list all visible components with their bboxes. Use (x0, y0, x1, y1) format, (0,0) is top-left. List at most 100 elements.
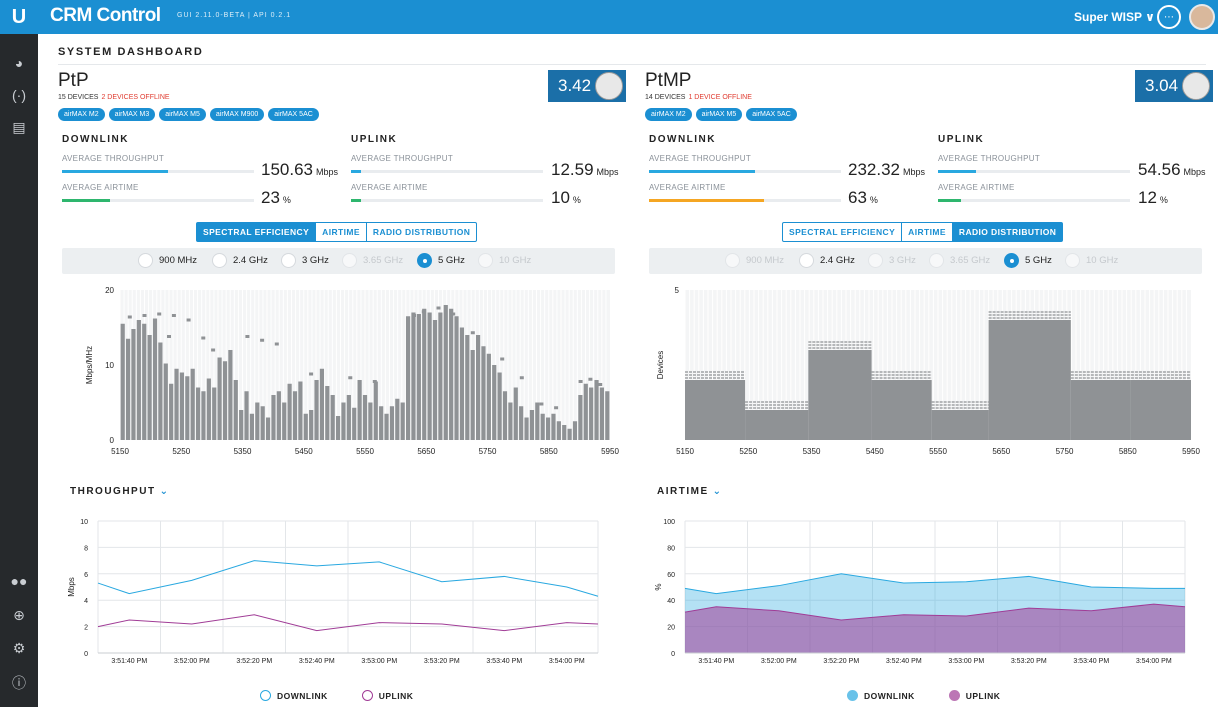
wireless-icon[interactable]: (·) (12, 87, 26, 103)
radio-icon[interactable] (1004, 253, 1019, 268)
radio-icon[interactable] (417, 253, 432, 268)
score-badge: 3.04 (1135, 70, 1213, 102)
crosshair-icon[interactable]: ⊕ (13, 606, 25, 623)
bar (459, 327, 465, 440)
circle-icon (260, 690, 271, 701)
map-icon[interactable]: ▤ (12, 118, 26, 135)
bar (545, 417, 551, 440)
ptmp-panel: PtMP 14 DEVICES 1 DEVICE OFFLINE 3.04 air… (645, 68, 1213, 704)
tab-radio-distribution[interactable]: RADIO DISTRIBUTION (372, 227, 471, 237)
downlink-airtime-label: AVERAGE AIRTIME (649, 183, 726, 192)
tab-airtime[interactable]: AIRTIME (316, 223, 367, 241)
model-tag[interactable]: airMAX M900 (209, 108, 265, 121)
sidebar: ◕ (·) ▤ ●● ⊕ ⚙ ⓘ (0, 34, 38, 707)
bar (169, 383, 174, 440)
freq-label: 3.65 GHz (363, 255, 404, 266)
peak-marker (372, 380, 377, 383)
freq-label: 2.4 GHz (233, 255, 268, 266)
devices-offline[interactable]: 1 DEVICE OFFLINE (688, 94, 752, 101)
tab-spectral-efficiency[interactable]: SPECTRAL EFFICIENCY (783, 223, 903, 241)
legend-label: UPLINK (378, 691, 414, 701)
freq-label: 3.65 GHz (950, 255, 991, 266)
airtime-chart: 0 20 40 60 80 100 3:51:40 PM 3:52:00 PM 3:52:20 … (654, 519, 1186, 665)
ubiquiti-logo-icon[interactable]: U (11, 5, 27, 28)
legend-uplink[interactable]: UPLINK (361, 690, 414, 701)
account-menu[interactable]: Super WISP ∨ (1074, 10, 1155, 24)
dashboard-icon[interactable]: ◕ (14, 55, 24, 71)
downlink-throughput-label: AVERAGE THROUGHPUT (649, 154, 752, 163)
radio-icon[interactable] (281, 253, 296, 268)
bar (449, 308, 454, 440)
x-tick-label: 5450 (866, 447, 884, 456)
freq-option-2-4ghz[interactable]: 2.4 GHz (212, 253, 268, 268)
ptp-panel: PtP 15 DEVICES 2 DEVICES OFFLINE 3.42 air… (58, 68, 626, 704)
view-tabs: SPECTRAL EFFICIENCY AIRTIME RADIO DISTRI… (196, 222, 478, 242)
radio-icon[interactable] (799, 253, 814, 268)
radio-icon[interactable] (212, 253, 227, 268)
bar (185, 376, 190, 440)
value-number: 150.63 (261, 160, 313, 179)
peak-marker (500, 357, 505, 361)
grid-icon[interactable]: ⋯ (1157, 5, 1181, 29)
avatar[interactable] (1189, 4, 1215, 30)
bar (330, 395, 335, 440)
bar (346, 395, 351, 440)
throughput-heading[interactable]: THROUGHPUT ⌄ (70, 486, 169, 497)
freq-option-10ghz: 10 GHz (478, 253, 531, 268)
info-icon[interactable]: ⓘ (12, 675, 26, 691)
freq-option-900mhz[interactable]: 900 MHz (138, 253, 197, 268)
x-tick-label: 5650 (992, 447, 1010, 456)
uplink-airtime-bar (938, 199, 1130, 202)
model-tag[interactable]: airMAX M2 (58, 108, 105, 121)
freq-option-3ghz[interactable]: 3 GHz (281, 253, 329, 268)
bar (427, 312, 432, 440)
y-tick-label: 40 (667, 598, 675, 605)
peak-marker (588, 377, 593, 381)
y-tick-label: 5 (675, 286, 680, 295)
peak-marker (157, 312, 162, 316)
model-tag[interactable]: airMAX M2 (645, 108, 692, 121)
users-icon[interactable]: ●● (10, 573, 28, 589)
chevron-down-icon[interactable]: ⌄ (712, 486, 723, 497)
model-tag[interactable]: airMAX M3 (108, 108, 156, 121)
uplink-throughput-bar (938, 170, 1130, 173)
bar (255, 402, 260, 440)
app-title: CRM Control (50, 5, 161, 26)
bar (1130, 380, 1191, 440)
tab-radio-distribution[interactable]: RADIO DISTRIBUTION (952, 223, 1063, 241)
y-tick-label: 4 (84, 598, 88, 605)
bar (163, 363, 168, 440)
y-tick-label: 60 (667, 572, 675, 579)
freq-option-5ghz[interactable]: 5 GHz (1004, 253, 1052, 268)
settings-icon[interactable]: ⚙ (12, 639, 26, 656)
peak-marker (127, 315, 132, 319)
chevron-down-icon[interactable]: ⌄ (159, 486, 170, 497)
bar (454, 316, 459, 440)
model-tag[interactable]: airMAX 5AC (746, 108, 797, 121)
legend-uplink[interactable]: UPLINK (948, 690, 1001, 701)
x-tick-label: 3:52:20 PM (236, 658, 272, 665)
model-tag[interactable]: airMAX M5 (159, 108, 206, 121)
legend-downlink[interactable]: DOWNLINK (260, 690, 328, 701)
peak-marker (598, 383, 603, 386)
peak-marker (245, 335, 250, 338)
bar (422, 308, 427, 440)
peak-marker (142, 314, 147, 317)
freq-option-2-4ghz[interactable]: 2.4 GHz (799, 253, 855, 268)
freq-option-5ghz[interactable]: 5 GHz (417, 253, 465, 268)
x-tick-label: 5750 (1056, 447, 1074, 456)
devices-offline[interactable]: 2 DEVICES OFFLINE (101, 94, 170, 101)
throughput-chart: 0 2 4 6 8 10 3:51:40 PM 3:52:00 PM 3:52:20 PM 3:5… (67, 519, 599, 665)
device-count: 15 DEVICES 2 DEVICES OFFLINE (58, 94, 170, 101)
tab-spectral-efficiency[interactable]: SPECTRAL EFFICIENCY (197, 223, 317, 241)
uplink-throughput-label: AVERAGE THROUGHPUT (351, 154, 454, 163)
legend-downlink[interactable]: DOWNLINK (847, 690, 915, 701)
radio-icon[interactable] (138, 253, 153, 268)
airtime-heading[interactable]: AIRTIME ⌄ (657, 486, 723, 497)
bar (465, 335, 470, 440)
device-count: 14 DEVICES 1 DEVICE OFFLINE (645, 94, 752, 101)
model-tag[interactable]: airMAX 5AC (268, 108, 319, 121)
model-tag[interactable]: airMAX M5 (695, 108, 743, 121)
tab-airtime[interactable]: AIRTIME (902, 223, 953, 241)
value-unit: Mbps (316, 167, 339, 177)
